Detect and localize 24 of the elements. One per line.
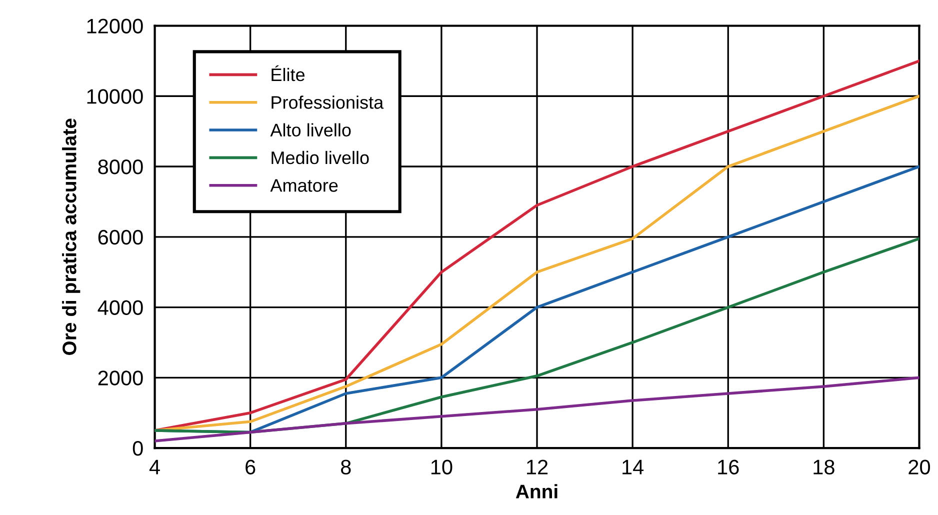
y-tick-label: 4000 (98, 300, 143, 316)
legend-label: Professionista (272, 96, 384, 109)
x-tick-label: 18 (814, 460, 834, 474)
x-tick-label: 8 (341, 460, 351, 474)
y-tick-label: 10000 (87, 89, 143, 104)
y-tick-label: 12000 (87, 18, 143, 34)
y-tick-label: 6000 (98, 230, 143, 245)
y-tick-label: 0 (132, 441, 143, 456)
x-tick-label: 6 (246, 460, 256, 474)
legend-label: Alto livello (270, 123, 351, 137)
line-series (154, 376, 920, 442)
legend-label: Amatore (270, 179, 338, 192)
legend-label: Élite (272, 65, 305, 82)
y-axis-title: Ore di pratica accumulate (62, 118, 80, 355)
x-tick-label: 4 (149, 460, 160, 474)
x-axis-title: Anni (516, 484, 558, 498)
x-tick-label: 20 (908, 460, 930, 474)
y-tick-label: 2000 (98, 370, 143, 386)
legend-label: Medio livello (272, 150, 369, 164)
x-tick-label: 12 (527, 460, 548, 474)
y-tick-label: 8000 (98, 160, 143, 174)
x-tick-label: 16 (718, 460, 739, 474)
x-tick-label: 10 (431, 460, 452, 474)
x-tick-label: 14 (622, 460, 644, 474)
